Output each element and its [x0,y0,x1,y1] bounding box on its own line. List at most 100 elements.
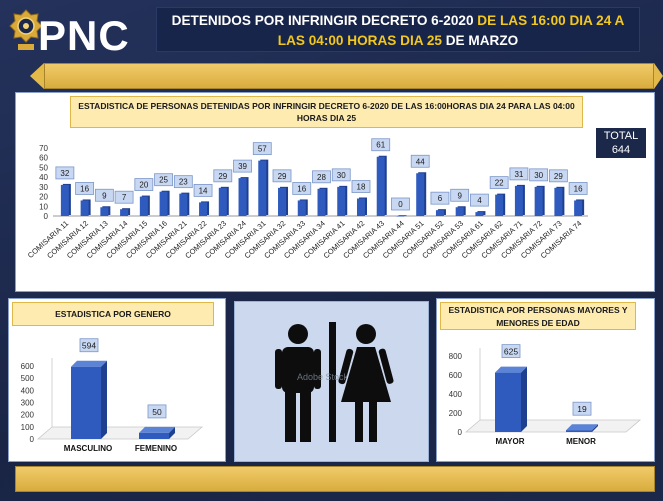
bar [495,194,504,216]
bar-top [139,426,175,433]
bar [199,202,208,216]
bar [534,186,543,216]
bar-side [169,426,175,439]
data-label-box [529,168,549,182]
data-label: 28 [317,173,326,182]
y-tick-label: 800 [449,352,463,361]
age-chart-title: ESTADISTICA POR PERSONAS MAYORES Y MENOR… [440,302,636,330]
total-label: TOTAL [603,130,639,142]
y-tick-label: 10 [39,202,48,211]
data-label-box [233,159,252,173]
data-label: 22 [495,179,504,188]
bottom-banner-bar [15,466,655,492]
data-label: 19 [577,404,587,414]
data-label: 16 [297,184,306,193]
data-label-box [147,404,167,419]
data-label: 20 [139,181,148,190]
data-label: 16 [574,184,583,193]
data-label: 30 [534,171,543,180]
y-tick-label: 100 [21,423,35,432]
bar [139,196,148,216]
bar [60,184,69,216]
data-label: 16 [80,184,89,193]
y-tick-label: 200 [449,409,463,418]
left-chevron-icon [30,63,44,89]
data-label: 14 [199,186,208,195]
data-label-box [154,173,173,187]
bar [376,156,385,216]
chart-floor [36,426,204,440]
data-label-box [331,168,351,182]
y-tick-label: 600 [21,362,35,371]
y-tick-label: 60 [39,154,48,163]
bar-side [101,360,107,439]
data-label-box [450,188,470,202]
pnc-logo: PNC [6,6,129,59]
restroom-image-panel: Adobe Stock [234,301,429,462]
data-label-box [272,169,292,183]
gender-chart-title: ESTADISTICA POR GENERO [12,302,214,326]
data-label-box [430,191,450,205]
data-label: 61 [376,141,385,150]
page-title: DETENIDOS POR INFRINGIR DECRETO 6-2020 D… [156,7,640,52]
category-label: MENOR [566,437,596,446]
title-line2-yellow: LAS 04:00 HORAS DIA 25 [277,33,442,48]
data-label-box [568,182,588,195]
bar [416,173,425,216]
title-line1-yellow: DE LAS 16:00 DIA 24 A [473,13,625,28]
data-label: 57 [258,145,267,154]
y-tick-label: 0 [30,435,35,444]
stock-watermark: Adobe Stock [297,372,349,382]
bar [159,191,168,216]
bar [435,210,444,216]
chart-floor [464,419,642,433]
bar-top [566,424,598,431]
bar-top [495,366,527,373]
category-label: MASCULINO [64,444,112,453]
bar [475,212,484,216]
bar [566,430,592,432]
bar [258,160,267,216]
police-badge-icon [9,9,43,50]
bar [396,216,405,217]
data-label-box [193,184,213,197]
category-label: FEMENINO [135,444,177,453]
bar [100,207,109,216]
data-label: 31 [514,170,523,179]
title-line1-white: DETENIDOS POR INFRINGIR DECRETO 6-2020 [171,13,474,28]
y-tick-label: 600 [449,371,463,380]
data-label-box [351,180,371,193]
bar-side [521,366,527,432]
data-label-box [470,193,489,207]
restroom-man-woman-icon [275,322,394,442]
total-value: 644 [611,144,631,156]
data-label-box [391,197,410,211]
data-label: 30 [337,171,346,180]
bar [337,186,346,216]
top-banner-bar [44,63,654,89]
data-label: 44 [416,157,425,166]
data-label-box [410,154,430,168]
bar [139,432,169,439]
data-label: 9 [102,191,107,200]
y-tick-label: 0 [458,428,463,437]
y-tick-label: 400 [21,386,35,395]
category-label: MAYOR [495,437,524,446]
y-tick-label: 30 [39,183,48,192]
data-label: 18 [357,183,366,192]
data-label-box [75,182,95,195]
data-label: 4 [477,196,482,205]
data-label: 23 [179,178,188,187]
bar-top [71,360,107,367]
data-label-box [572,401,592,416]
data-label-box [252,142,272,156]
bar [80,200,89,216]
data-label-box [94,188,114,202]
data-label: 32 [60,169,69,178]
bar [297,200,306,216]
age-bar-chart: 0 200 400 600 800 625 MAYOR 19 MENOR [449,344,642,446]
data-label: 29 [278,172,287,181]
bar [71,366,101,439]
data-label-box [548,169,568,183]
data-label-box [292,182,312,195]
